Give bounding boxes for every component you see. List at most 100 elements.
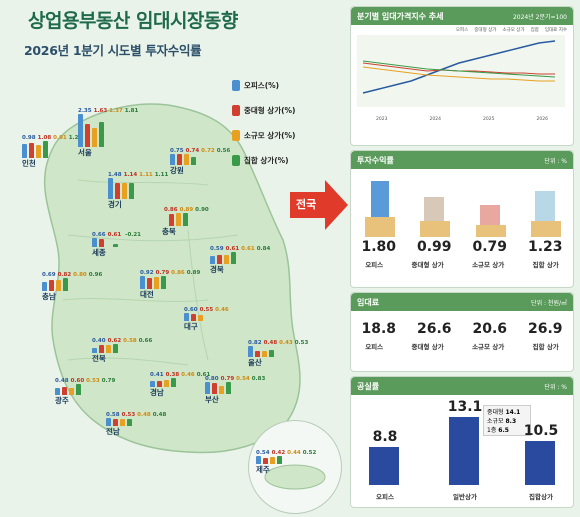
region-bar [99, 121, 104, 147]
region-value: 0.66 [92, 232, 106, 238]
region-bars [170, 154, 230, 165]
region-value: 0.92 [140, 270, 154, 276]
region-value: 2.35 [78, 108, 92, 114]
region-name: 경북 [210, 264, 224, 274]
region-values: 0.40 0.62 0.58 0.66 [92, 338, 152, 344]
vacancy-value-office: 8.8 [372, 429, 398, 445]
region-bar [150, 380, 155, 387]
returns-panel: 투자수익률 단위 : % 1.80 0.99 0.79 1.23 오피스 중대형… [350, 150, 574, 288]
region-value: 1.81 [124, 108, 139, 114]
region-values: 0.80 0.79 0.54 0.83 [205, 376, 265, 382]
region-value: 0.61 [196, 372, 211, 378]
rent-value-office: 18.8 [361, 321, 397, 337]
index-year-labels: 2023 2024 2025 2026 [376, 117, 548, 122]
region-value: 0.52 [302, 450, 317, 456]
region-bars [78, 114, 138, 147]
region-bar [63, 278, 68, 292]
region-group: 0.58 0.53 0.48 0.48 전남 [106, 412, 166, 437]
region-value: 0.56 [216, 148, 231, 154]
region-bar [29, 142, 34, 158]
returns-buildings [351, 177, 573, 239]
region-bar [270, 457, 275, 464]
region-values: 0.58 0.53 0.48 0.48 [106, 412, 166, 418]
region-bar [191, 156, 196, 165]
region-bar [92, 127, 97, 147]
region-value: 0.60 [184, 307, 198, 313]
region-bar [262, 351, 267, 358]
large-store-building-icon [420, 197, 451, 237]
region-value: 0.54 [256, 450, 270, 456]
vacancy-panel-header: 공실률 단위 : % [351, 377, 573, 395]
region-value: 1.48 [108, 172, 122, 178]
region-bar [85, 124, 90, 147]
region-bar [231, 252, 236, 264]
region-value: 0.82 [57, 272, 72, 278]
small-store-swatch-icon [232, 130, 240, 141]
nationwide-arrow-icon [290, 180, 348, 230]
region-values: 0.98 1.08 0.91 1.21 [22, 135, 82, 141]
complex-store-building-icon [531, 191, 562, 237]
region-bar [269, 350, 274, 358]
region-bar [56, 280, 61, 292]
region-value: 0.42 [271, 450, 286, 456]
region-name: 대구 [184, 322, 198, 332]
region-bars [108, 178, 168, 199]
region-group: 0.60 0.55 0.46 대구 [184, 307, 231, 332]
region-value: 0.62 [107, 338, 122, 344]
region-bar [76, 384, 81, 396]
region-name: 충북 [162, 226, 176, 236]
returns-labels: 오피스 중대형 상가 소규모 상가 집합 상가 [365, 261, 559, 269]
index-trend-panel: 분기별 임대가격지수 추세 2024년 2분기=100 오피스 중대형 상가 소… [350, 6, 574, 146]
region-value: 0.41 [150, 372, 164, 378]
region-bar [219, 386, 224, 394]
nationwide-label: 전국 [296, 198, 317, 211]
region-bar [62, 386, 67, 396]
region-value: 0.53 [121, 412, 136, 418]
region-bar [224, 255, 229, 264]
region-bar [256, 456, 261, 464]
region-value: 1.08 [37, 135, 52, 141]
region-bars [162, 213, 209, 226]
page-subtitle: 2026년 1분기 시도별 투자수익률 [24, 43, 202, 58]
region-value: 0.86 [171, 270, 185, 276]
vacancy-bar-general [449, 417, 479, 485]
region-group: 0.69 0.82 0.80 0.96 충남 [42, 272, 102, 302]
region-value: 0.79 [220, 376, 235, 382]
office-index-line [362, 40, 556, 94]
rent-value-complex: 26.9 [527, 321, 563, 337]
region-bar [120, 419, 125, 427]
region-name: 경기 [108, 199, 122, 209]
region-value: 1.14 [123, 172, 138, 178]
region-bar [170, 154, 175, 165]
region-value: 0.98 [22, 135, 36, 141]
region-group: 0.75 0.74 0.72 0.56 강원 [170, 148, 230, 176]
vacancy-bar-office [369, 447, 399, 485]
jeju-island-shape [264, 464, 326, 490]
map-legend: 오피스(%) 중대형 상가(%) 소규모 상가(%) 집합 상가(%) [232, 80, 322, 180]
region-value: 0.55 [199, 307, 214, 313]
region-value: 0.61 [107, 232, 122, 238]
region-group: 0.48 0.60 0.53 0.79 광주 [55, 378, 115, 406]
region-value: 0.53 [294, 340, 309, 346]
region-value: 0.84 [256, 246, 271, 252]
region-bar [277, 456, 282, 464]
office-swatch-icon [232, 80, 240, 91]
region-bar [161, 276, 166, 289]
region-value: 0.90 [195, 207, 209, 213]
region-bar [157, 381, 162, 387]
region-value: 0.46 [181, 372, 195, 378]
region-value: 0.48 [55, 378, 69, 384]
region-name: 대전 [140, 289, 154, 299]
region-name: 광주 [55, 396, 69, 406]
region-values: 0.82 0.48 0.43 0.53 [248, 340, 308, 346]
region-bar [183, 213, 188, 226]
rent-value-small: 20.6 [472, 321, 508, 337]
complex-store-swatch-icon [232, 155, 240, 166]
region-value: 0.40 [92, 338, 106, 344]
region-value: 0.75 [170, 148, 184, 154]
legend-office: 오피스(%) [232, 80, 322, 91]
region-value: 0.96 [88, 272, 103, 278]
vacancy-panel: 공실률 단위 : % 8.8 오피스 13.1 일반상가 중대형 14.1 소규… [350, 376, 574, 508]
vacancy-value-general: 13.1 [447, 399, 483, 415]
region-bars [42, 278, 102, 292]
